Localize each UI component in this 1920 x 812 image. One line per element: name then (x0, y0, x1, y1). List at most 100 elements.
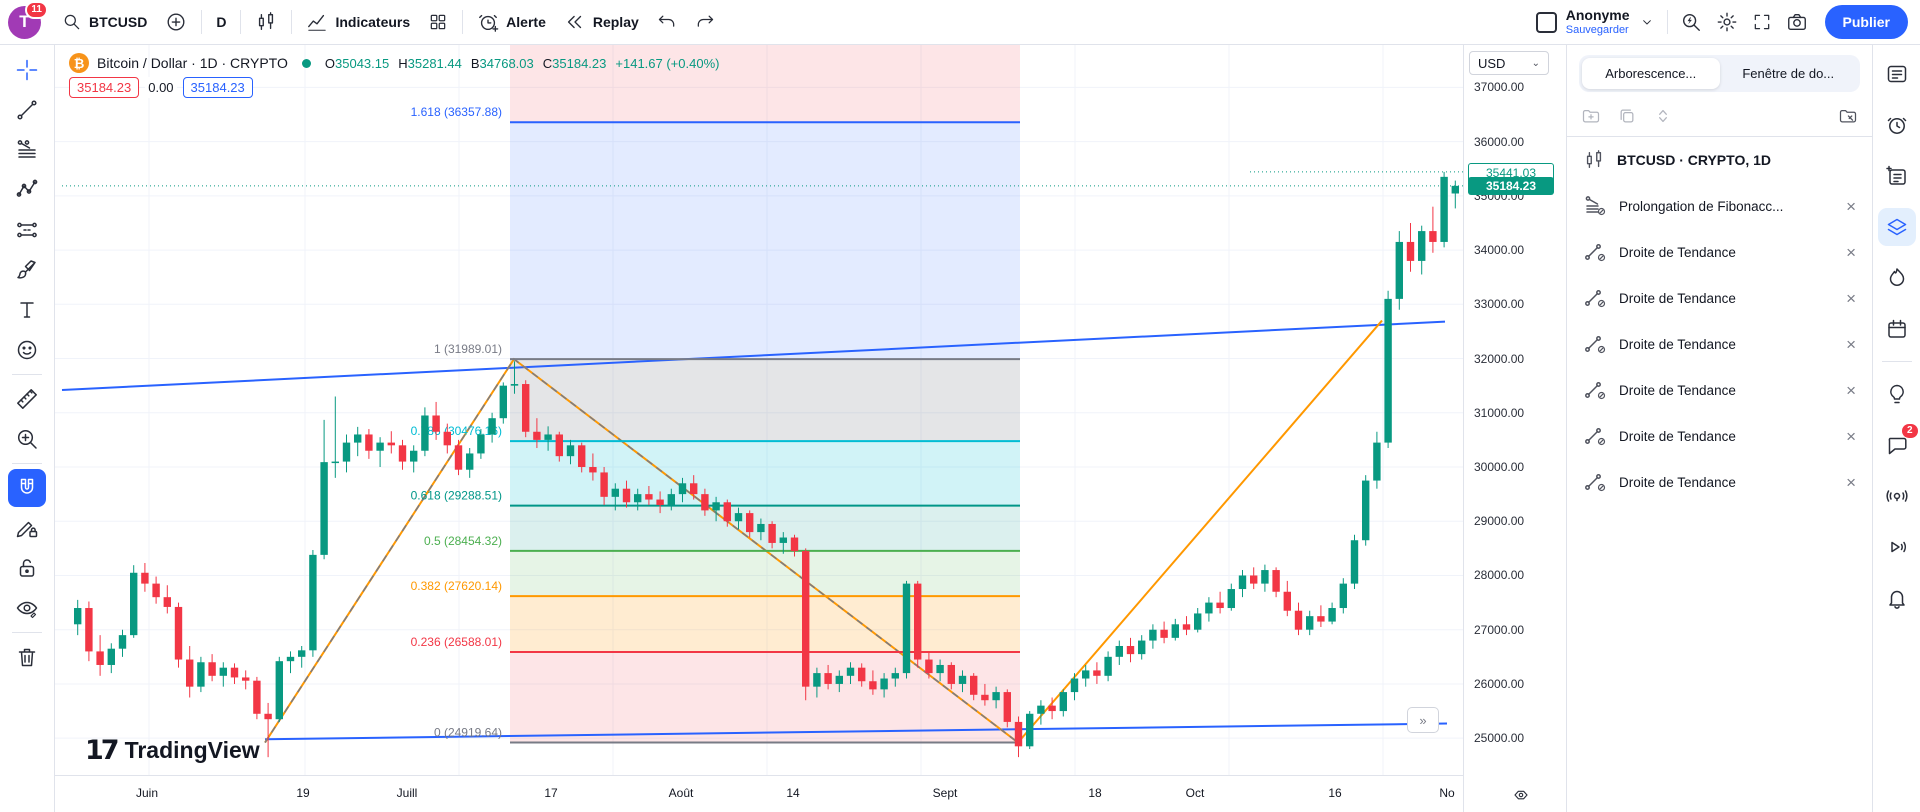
hide-drawings-tool-button[interactable] (8, 589, 46, 627)
tradingview-logo[interactable]: 17 TradingView (85, 735, 260, 766)
copy-icon[interactable] (1617, 106, 1637, 126)
close-icon[interactable]: × (1846, 288, 1856, 308)
save-link[interactable]: Sauvegarder (1565, 23, 1629, 36)
account-menu[interactable]: Anonyme Sauvegarder (1565, 7, 1630, 36)
brush-tool-button[interactable] (8, 251, 46, 289)
close-icon[interactable]: × (1846, 242, 1856, 262)
streams-icon[interactable] (1878, 528, 1916, 566)
compare-add-button[interactable] (156, 5, 196, 39)
text-tool-button[interactable] (8, 291, 46, 329)
alert-price-badge-blue[interactable]: 35184.23 (182, 77, 253, 98)
object-tree-icon[interactable] (1877, 208, 1916, 246)
notifications-icon[interactable] (1878, 579, 1916, 617)
object-tree-item[interactable]: Droite de Tendance × (1567, 321, 1872, 367)
toolbar-separator (240, 10, 242, 34)
calendar-icon[interactable] (1878, 310, 1916, 348)
redo-button[interactable] (686, 6, 724, 38)
candle-body (1294, 610, 1303, 630)
alert-price-badge-red[interactable]: 35184.23 (69, 77, 140, 98)
candle-body (1328, 608, 1336, 622)
snapshot-button[interactable] (1779, 6, 1815, 38)
time-axis[interactable]: Juin 19 Juill 17 Août 14 Sept 18 Oct 16 No (55, 775, 1463, 812)
object-tree-item[interactable]: Droite de Tendance × (1567, 275, 1872, 321)
toolbar-separator (12, 374, 42, 375)
close-icon[interactable]: × (1846, 426, 1856, 446)
symbol-title[interactable]: Bitcoin / Dollar · 1D · CRYPTO (97, 55, 288, 71)
candle-body (813, 673, 821, 687)
candle-body (1003, 692, 1011, 722)
account-name: Anonyme (1565, 7, 1630, 24)
ruler-tool-button[interactable] (8, 380, 46, 418)
toolbar-separator (12, 632, 42, 633)
emoji-tool-button[interactable] (8, 331, 46, 369)
zoom-in-tool-button[interactable] (8, 420, 46, 458)
candle-body (1216, 602, 1224, 609)
candle-body (309, 554, 317, 651)
watchlist-icon[interactable] (1878, 55, 1916, 93)
close-icon[interactable]: × (1846, 196, 1856, 216)
chat-icon[interactable]: 2 (1878, 424, 1918, 464)
panel-tab-0[interactable]: Arborescence... (1582, 58, 1720, 89)
notes-icon[interactable] (1878, 157, 1916, 195)
magnet-tool-button[interactable] (8, 469, 46, 507)
chart-column: 1.618 (36357.88) 1 (31989.01) 0.786 (30476… (55, 45, 1463, 812)
sort-icon[interactable] (1653, 106, 1673, 126)
close-icon[interactable]: × (1846, 380, 1856, 400)
fullscreen-button[interactable] (1745, 7, 1779, 37)
object-tree-item[interactable]: Prolongation de Fibonacc... × (1567, 183, 1872, 229)
object-tree-item[interactable]: Droite de Tendance × (1567, 459, 1872, 505)
lock-drawings-tool-button[interactable] (8, 549, 46, 587)
scroll-right-button[interactable]: » (1407, 707, 1439, 733)
panel-tab-1[interactable]: Fenêtre de do... (1742, 66, 1835, 81)
object-tree-item[interactable]: Droite de Tendance × (1567, 229, 1872, 275)
new-folder-icon[interactable] (1581, 106, 1601, 126)
toolbar-separator (291, 10, 293, 34)
candle-body (1104, 656, 1112, 676)
crosshair-tool-button[interactable] (8, 51, 46, 89)
object-tree-item[interactable]: Droite de Tendance × (1567, 367, 1872, 413)
indicators-button[interactable]: Indicateurs (297, 5, 419, 39)
hotlists-icon[interactable] (1878, 259, 1916, 297)
hide-folder-icon[interactable] (1838, 106, 1858, 126)
pattern-tool-button[interactable] (8, 171, 46, 209)
item-label: Droite de Tendance (1619, 474, 1736, 490)
trenditem-icon (1583, 286, 1607, 310)
indicator-templates-button[interactable] (419, 6, 457, 38)
candle-body (107, 648, 115, 665)
interval-button[interactable]: D (207, 8, 235, 36)
remove-drawings-tool-button[interactable] (8, 638, 46, 676)
candle-body (141, 572, 149, 584)
candle-body (555, 434, 563, 457)
user-avatar[interactable]: T 11 (8, 0, 48, 39)
fib-tool-button[interactable] (8, 131, 46, 169)
trendline-tool-button[interactable] (8, 91, 46, 129)
chart-style-button[interactable] (246, 5, 286, 39)
price-axis-label: 34000.00 (1474, 243, 1525, 258)
object-tree-item[interactable]: Droite de Tendance × (1567, 413, 1872, 459)
close-icon[interactable]: × (1846, 472, 1856, 492)
alert-button[interactable]: Alerte (468, 5, 555, 39)
minds-icon[interactable] (1878, 477, 1916, 515)
quick-search-button[interactable] (1673, 6, 1709, 38)
fib-level-label: 0.5 (28454.32) (424, 534, 502, 548)
chevron-down-icon[interactable] (1632, 9, 1662, 35)
replay-label: Replay (592, 14, 639, 30)
price-axis[interactable]: USD ⌄ 37000.00 36000.00 35000.00 34000.00 33… (1463, 45, 1566, 812)
candlestick-chart[interactable]: 1.618 (36357.88)1 (31989.01)0.786 (30476… (55, 45, 1463, 775)
alert-clock-icon[interactable] (1878, 106, 1916, 144)
drawing-mode-tool-button[interactable] (8, 509, 46, 547)
object-tree-item[interactable]: BTCUSD · CRYPTO, 1D (1567, 137, 1872, 183)
publish-button[interactable]: Publier (1824, 5, 1908, 39)
symbol-search[interactable]: BTCUSD (53, 6, 156, 38)
projection-tool-button[interactable] (8, 211, 46, 249)
settings-button[interactable] (1709, 6, 1745, 38)
candle-body (1037, 705, 1045, 714)
chart-area[interactable]: 1.618 (36357.88) 1 (31989.01) 0.786 (30476… (55, 45, 1463, 775)
layout-select-button[interactable] (1529, 7, 1564, 38)
undo-button[interactable] (648, 6, 686, 38)
close-icon[interactable]: × (1846, 334, 1856, 354)
axis-settings-icon[interactable] (1512, 786, 1530, 804)
ideas-icon[interactable] (1878, 375, 1916, 413)
currency-selector[interactable]: USD ⌄ (1469, 51, 1549, 75)
replay-button[interactable]: Replay (555, 5, 648, 39)
